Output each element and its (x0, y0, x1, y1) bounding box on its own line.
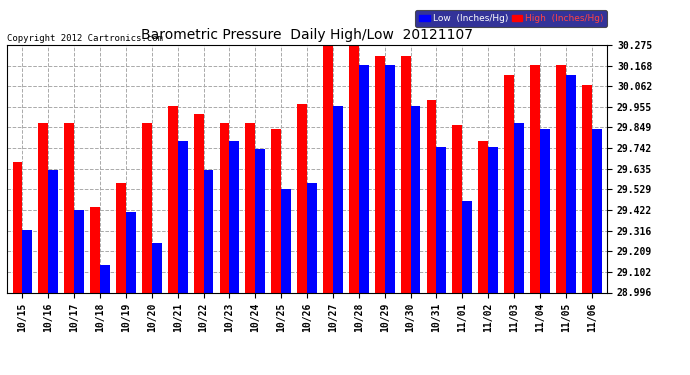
Bar (116, 183, 126, 292)
Bar (333, 106, 343, 292)
Bar (152, 243, 161, 292)
Bar (229, 141, 239, 292)
Bar (530, 65, 540, 292)
Bar (426, 100, 437, 292)
Bar (556, 65, 566, 292)
Bar (359, 65, 368, 292)
Bar (489, 147, 498, 292)
Title: Barometric Pressure  Daily High/Low  20121107: Barometric Pressure Daily High/Low 20121… (141, 28, 473, 42)
Bar (12, 162, 22, 292)
Bar (514, 123, 524, 292)
Bar (540, 129, 550, 292)
Bar (126, 212, 136, 292)
Bar (168, 106, 177, 292)
Bar (401, 56, 411, 292)
Bar (437, 147, 446, 292)
Bar (297, 104, 307, 292)
Legend: Low  (Inches/Hg), High  (Inches/Hg): Low (Inches/Hg), High (Inches/Hg) (415, 10, 607, 27)
Bar (64, 123, 75, 292)
Bar (75, 210, 84, 292)
Bar (582, 85, 591, 292)
Bar (48, 170, 58, 292)
Bar (453, 125, 462, 292)
Bar (478, 141, 488, 292)
Bar (323, 46, 333, 292)
Bar (90, 207, 100, 292)
Bar (282, 189, 291, 292)
Bar (194, 114, 204, 292)
Bar (22, 230, 32, 292)
Bar (375, 56, 385, 292)
Bar (462, 201, 472, 292)
Bar (178, 141, 188, 292)
Bar (100, 265, 110, 292)
Bar (246, 123, 255, 292)
Bar (566, 75, 575, 292)
Bar (271, 129, 282, 292)
Bar (411, 106, 420, 292)
Bar (349, 46, 359, 292)
Bar (255, 148, 265, 292)
Bar (307, 183, 317, 292)
Bar (504, 75, 514, 292)
Bar (385, 65, 395, 292)
Bar (142, 123, 152, 292)
Text: Copyright 2012 Cartronics.com: Copyright 2012 Cartronics.com (7, 33, 163, 42)
Bar (219, 123, 229, 292)
Bar (591, 129, 602, 292)
Bar (204, 170, 213, 292)
Bar (39, 123, 48, 292)
